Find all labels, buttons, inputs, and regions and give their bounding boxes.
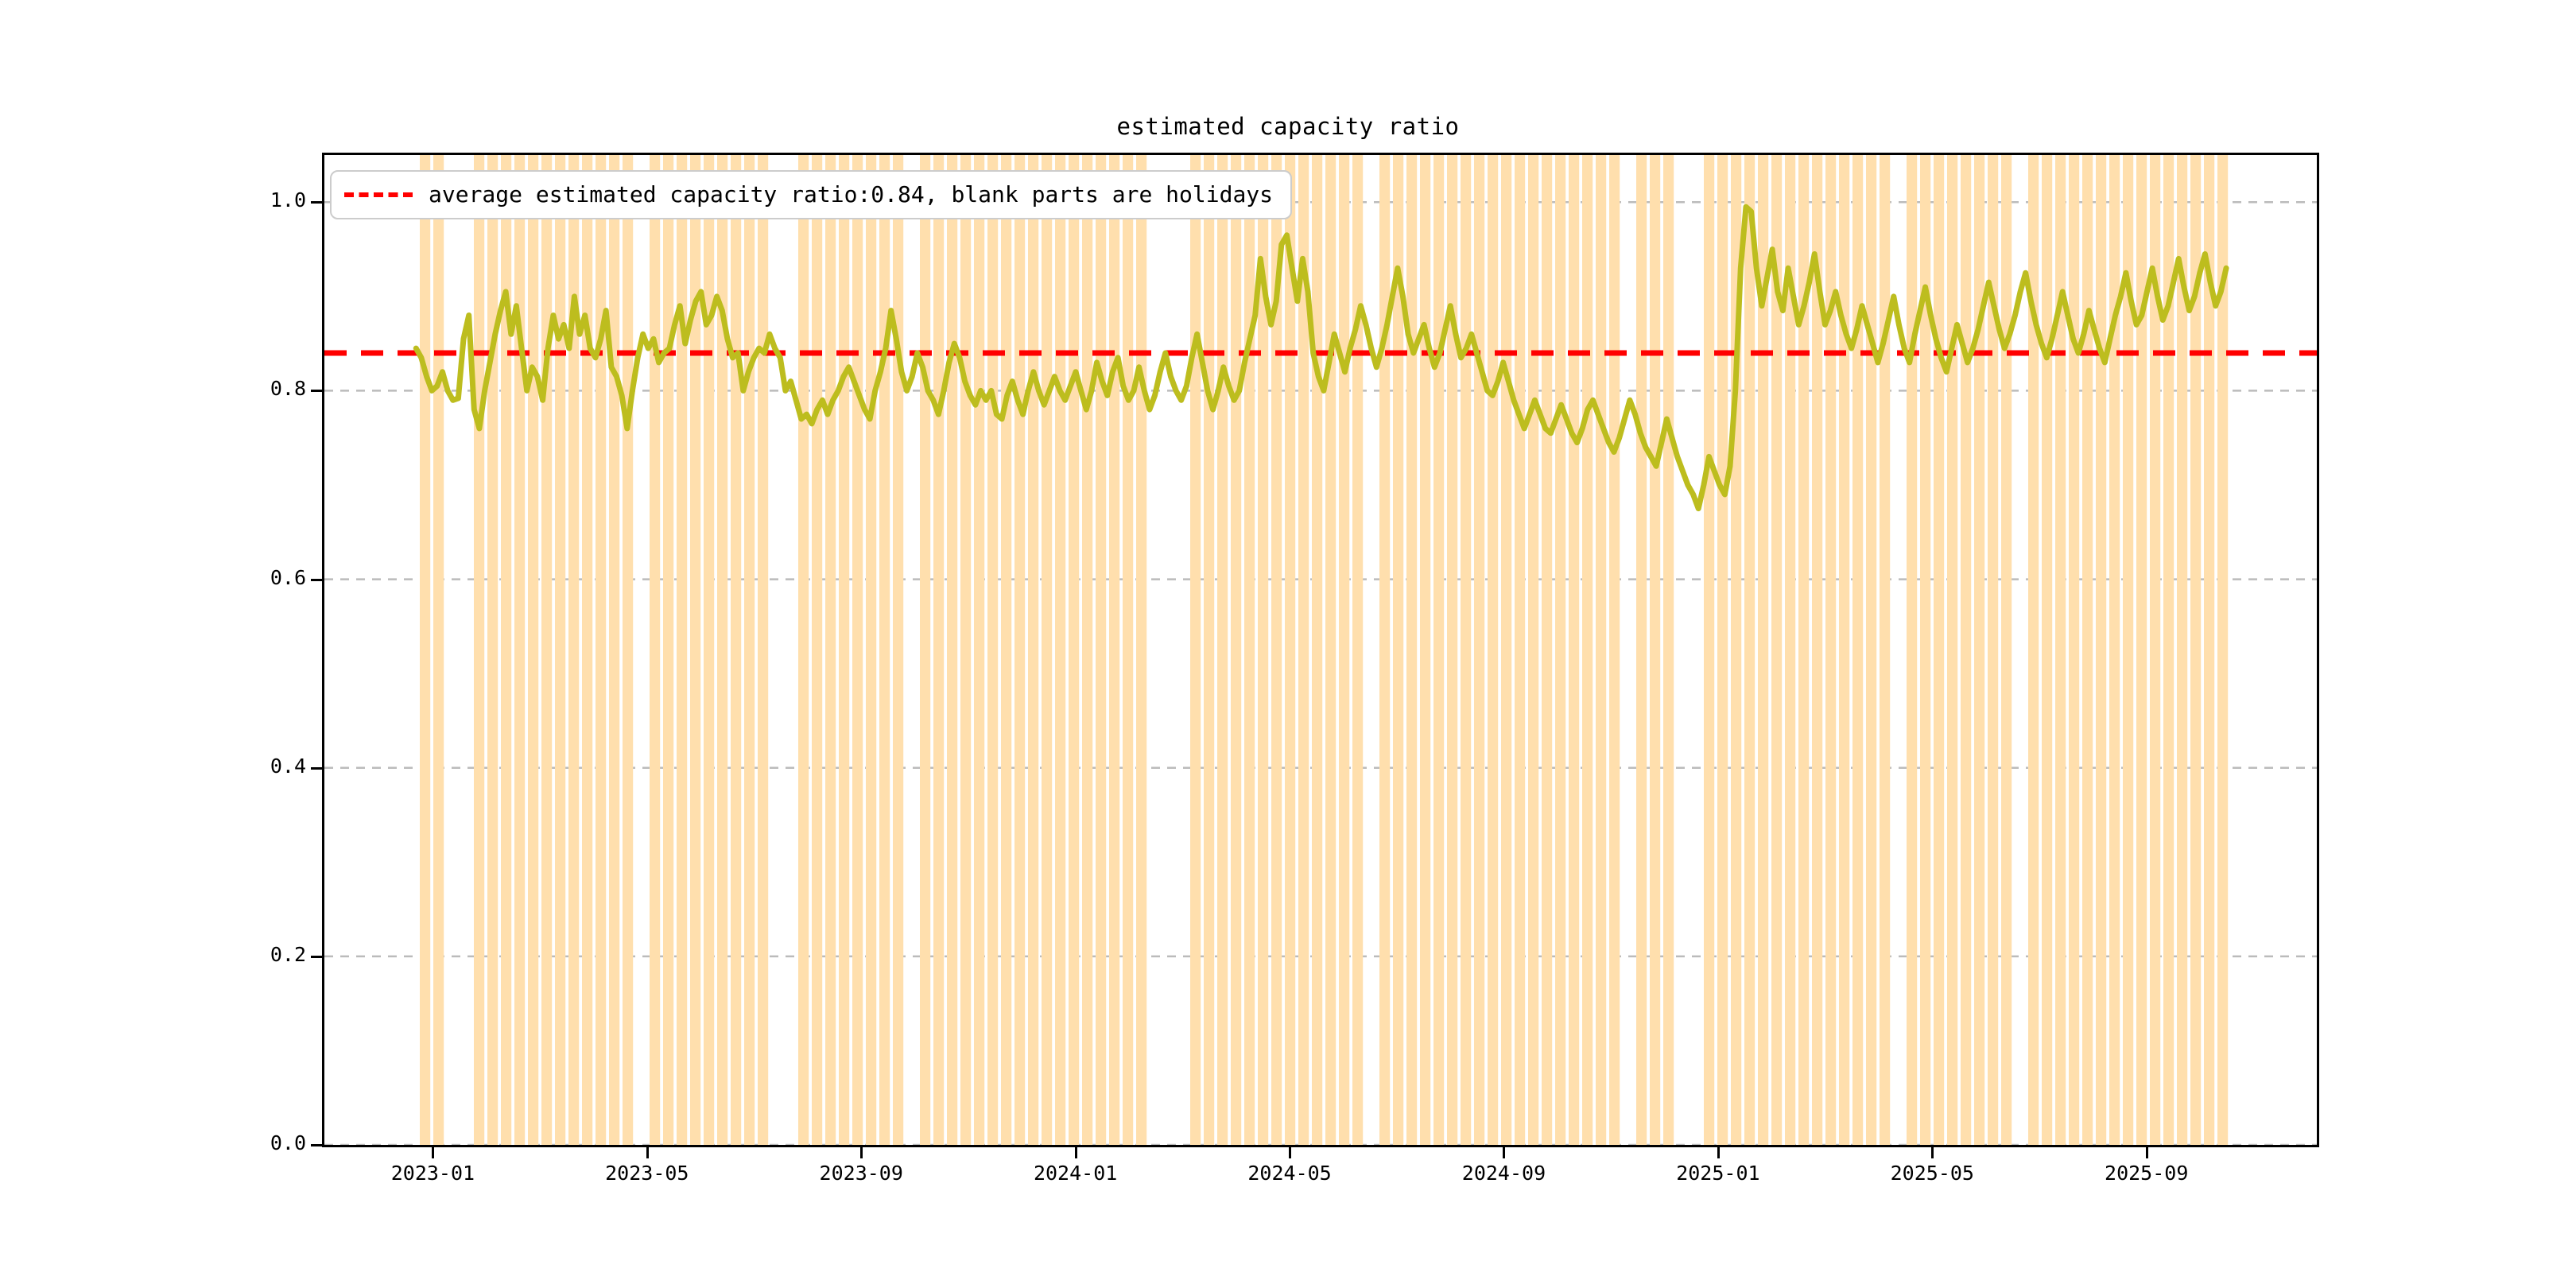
x-tick-mark bbox=[1074, 1147, 1077, 1158]
y-tick-label: 0.4 bbox=[270, 754, 306, 778]
x-tick-mark bbox=[1289, 1147, 1292, 1158]
x-tick-label: 2024-05 bbox=[1247, 1162, 1332, 1185]
y-tick-mark bbox=[311, 955, 322, 958]
x-tick-mark bbox=[1503, 1147, 1506, 1158]
capacity-ratio-line bbox=[413, 204, 2229, 512]
grid-lines bbox=[324, 201, 2317, 1145]
x-tick-label: 2024-09 bbox=[1461, 1162, 1546, 1185]
x-tick-label: 2025-09 bbox=[2105, 1162, 2189, 1185]
y-tick-mark bbox=[311, 201, 322, 204]
x-tick-label: 2023-09 bbox=[819, 1162, 903, 1185]
x-tick-mark bbox=[432, 1147, 435, 1158]
y-tick-mark bbox=[311, 766, 322, 770]
chart-legend: average estimated capacity ratio:0.84, b… bbox=[330, 170, 1293, 219]
x-tick-mark bbox=[646, 1147, 649, 1158]
x-tick-mark bbox=[1931, 1147, 1934, 1158]
x-tick-mark bbox=[1717, 1147, 1720, 1158]
y-tick-mark bbox=[311, 390, 322, 393]
y-tick-label: 0.6 bbox=[270, 565, 306, 589]
legend-label: average estimated capacity ratio:0.84, b… bbox=[429, 181, 1274, 208]
x-tick-mark bbox=[2145, 1147, 2148, 1158]
x-tick-mark bbox=[860, 1147, 863, 1158]
plot-area bbox=[322, 153, 2319, 1147]
y-tick-label: 0.8 bbox=[270, 377, 306, 401]
x-tick-label: 2023-05 bbox=[605, 1162, 689, 1185]
x-tick-label: 2025-01 bbox=[1676, 1162, 1760, 1185]
y-tick-label: 0.2 bbox=[270, 942, 306, 966]
y-tick-label: 1.0 bbox=[270, 188, 306, 212]
y-tick-mark bbox=[311, 1144, 322, 1146]
chart-title: estimated capacity ratio bbox=[1116, 113, 1460, 140]
plot-svg bbox=[324, 155, 2317, 1145]
y-tick-mark bbox=[311, 578, 322, 581]
x-tick-label: 2025-05 bbox=[1890, 1162, 1974, 1185]
legend-dashed-line-icon bbox=[344, 192, 413, 197]
holiday-bars bbox=[420, 155, 2229, 1145]
x-tick-label: 2024-01 bbox=[1033, 1162, 1118, 1185]
x-tick-label: 2023-01 bbox=[390, 1162, 475, 1185]
y-tick-label: 0.0 bbox=[270, 1131, 306, 1154]
